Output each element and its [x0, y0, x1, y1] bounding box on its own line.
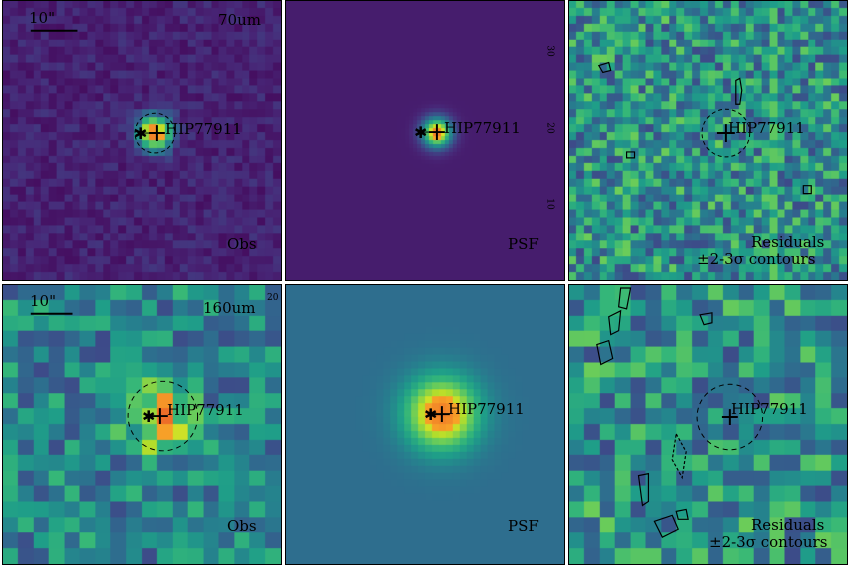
image-160um-psf	[286, 285, 564, 564]
image-70um-psf	[286, 1, 564, 280]
overlay	[430, 406, 450, 423]
image-70um-residuals	[569, 1, 847, 280]
aperture-circle	[127, 380, 199, 452]
overlay	[596, 287, 764, 538]
contour	[675, 508, 689, 520]
scale-label: 10"	[29, 9, 55, 27]
target-label: HIP77911	[444, 119, 521, 137]
target-label: HIP77911	[731, 400, 808, 418]
overlay	[30, 29, 176, 154]
kind-label: Residuals	[751, 516, 825, 534]
tick-label: 30	[544, 45, 555, 57]
target-label: HIP77911	[165, 120, 242, 138]
kind-label: Obs	[227, 517, 257, 535]
panel-70um-residuals: HIP77911 Residuals ±2-3σ contours	[568, 0, 848, 281]
aperture-circle	[701, 108, 751, 158]
panel-70um-obs: ✱ 10" 70um HIP77911 Obs	[2, 0, 282, 281]
scale-label: 10"	[30, 292, 56, 310]
contour	[637, 472, 650, 507]
contour	[596, 339, 614, 366]
contour	[735, 77, 743, 105]
kind-label: Obs	[227, 235, 257, 253]
panel-160um-psf: ✱ HIP77911 PSF	[285, 284, 565, 565]
panel-70um-psf: ✱ HIP77911 PSF 30 20 10	[285, 0, 565, 281]
aperture-circle	[696, 383, 764, 451]
band-label: 70um	[218, 11, 261, 29]
contour	[597, 61, 612, 74]
tick-label: 20	[267, 293, 279, 303]
contour	[653, 514, 679, 538]
kind-label: Residuals	[751, 233, 825, 251]
contours-label: ±2-3σ contours	[697, 250, 816, 268]
contour	[625, 151, 636, 159]
band-label: 160um	[203, 299, 256, 317]
contour	[671, 432, 687, 480]
contour	[699, 312, 713, 326]
panel-160um-residuals: HIP77911 Residuals ±2-3σ contours	[568, 284, 848, 565]
panel-160um-obs: ✱ 10" 160um HIP77911 Obs 20	[2, 284, 282, 565]
target-label: HIP77911	[167, 401, 244, 419]
star-marker: ✱	[134, 124, 148, 143]
contour	[617, 287, 632, 310]
target-label: HIP77911	[728, 119, 805, 137]
contours-label: ±2-3σ contours	[709, 533, 828, 551]
aperture-circle	[134, 112, 176, 154]
contour	[608, 309, 622, 336]
star-marker: ✱	[424, 405, 438, 424]
kind-label: PSF	[508, 517, 539, 535]
star-marker: ✱	[142, 407, 156, 426]
tick-label: 20	[544, 122, 555, 134]
image-160um-residuals	[569, 285, 847, 564]
tick-label: 10	[544, 198, 555, 210]
target-label: HIP77911	[448, 400, 525, 418]
overlay	[597, 61, 812, 195]
star-marker: ✱	[414, 123, 428, 142]
image-160um-obs	[3, 285, 281, 564]
star-position-cross	[148, 125, 165, 141]
image-70um-obs	[3, 1, 281, 280]
contour	[802, 185, 812, 195]
overlay	[30, 312, 199, 452]
kind-label: PSF	[508, 235, 539, 253]
overlay	[419, 124, 445, 141]
